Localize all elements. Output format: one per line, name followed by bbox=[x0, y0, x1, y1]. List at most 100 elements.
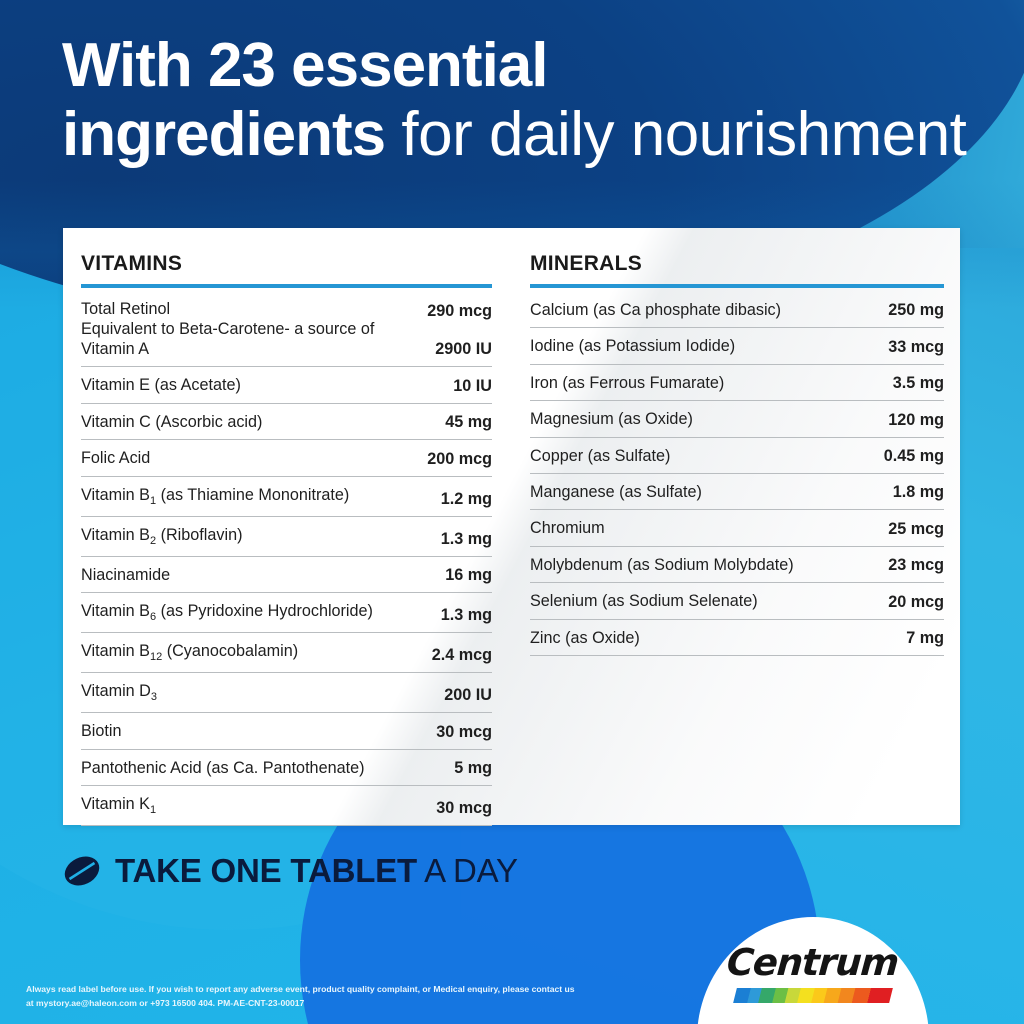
nutrient-name-main: Vitamin D bbox=[81, 682, 151, 701]
table-row: Vitamin D3 200 IU bbox=[81, 672, 492, 714]
nutrient-value: 20 mcg bbox=[866, 582, 944, 620]
minerals-column: MINERALS Calcium (as Ca phosphate dibasi… bbox=[506, 228, 960, 825]
vitamins-heading-rule bbox=[81, 284, 492, 288]
page-title: With 23 essential ingredients for daily … bbox=[62, 31, 992, 166]
table-row: Vitamin B2 (Riboflavin) 1.3 mg bbox=[81, 516, 492, 557]
nutrient-name: Magnesium (as Oxide) bbox=[530, 400, 867, 438]
nutrient-name: Folic Acid bbox=[81, 439, 418, 477]
nutrient-value: 290 mcg 2900 IU bbox=[417, 292, 492, 368]
nutrient-name: Iron (as Ferrous Fumarate) bbox=[530, 364, 867, 402]
nutrient-value: 23 mcg bbox=[866, 546, 944, 584]
nutrient-name: Biotin bbox=[81, 712, 418, 750]
ingredients-card: VITAMINS Total Retinol Equivalent to Beta… bbox=[63, 228, 960, 827]
brand-rainbow-bar bbox=[733, 988, 893, 1003]
legal-fineprint: Always read label before use. If you wis… bbox=[26, 983, 575, 1010]
nutrient-name-subscript: 3 bbox=[150, 691, 157, 704]
nutrient-value: 3.5 mg bbox=[866, 364, 944, 402]
minerals-heading-rule bbox=[530, 284, 944, 288]
minerals-table: Calcium (as Ca phosphate dibasic) 250 mg I… bbox=[530, 292, 944, 657]
nutrient-name: Zinc (as Oxide) bbox=[530, 619, 867, 657]
headline-line-2: ingredients for daily nourishment bbox=[62, 103, 992, 166]
nutrient-name: Molybdenum (as Sodium Molybdate) bbox=[530, 546, 867, 584]
nutrient-value: 45 mg bbox=[417, 403, 492, 441]
nutrient-value: 25 mcg bbox=[866, 509, 944, 547]
table-row: Molybdenum (as Sodium Molybdate) 23 mcg bbox=[530, 546, 944, 584]
nutrient-name-subscript: 2 bbox=[149, 534, 157, 547]
vitamins-column: VITAMINS Total Retinol Equivalent to Beta… bbox=[63, 228, 506, 827]
table-row: Vitamin C (Ascorbic acid) 45 mg bbox=[81, 403, 492, 441]
nutrient-name: Vitamin E (as Acetate) bbox=[81, 366, 418, 404]
nutrient-value-1: 290 mcg bbox=[427, 302, 492, 321]
table-row: Folic Acid 200 mcg bbox=[81, 439, 492, 477]
table-row: Vitamin E (as Acetate) 10 IU bbox=[81, 366, 492, 404]
headline-line-2-bold: ingredients bbox=[62, 99, 386, 169]
table-row: Magnesium (as Oxide) 120 mg bbox=[530, 400, 944, 438]
table-row: Vitamin K1 30 mcg bbox=[81, 785, 492, 827]
nutrient-name: Vitamin C (Ascorbic acid) bbox=[81, 403, 418, 441]
nutrient-name-rest: (Cyanocobalamin) bbox=[162, 642, 299, 661]
minerals-heading: MINERALS bbox=[530, 252, 643, 275]
nutrient-name-subscript: 12 bbox=[149, 651, 163, 664]
fineprint-line-2: at mystory.ae@haleon.com or +973 16500 4… bbox=[26, 997, 305, 1008]
table-row: Calcium (as Ca phosphate dibasic) 250 mg bbox=[530, 292, 944, 329]
nutrient-value: 1.8 mg bbox=[866, 473, 944, 511]
nutrient-name-rest: (as Thiamine Mononitrate) bbox=[156, 485, 350, 504]
table-row: Iodine (as Potassium Iodide) 33 mcg bbox=[530, 327, 944, 365]
nutrient-value-2: 2900 IU bbox=[435, 340, 492, 359]
nutrient-name-subscript: 1 bbox=[149, 804, 157, 817]
nutrient-value: 1.3 mg bbox=[417, 516, 492, 557]
table-row: Vitamin B12 (Cyanocobalamin) 2.4 mcg bbox=[81, 632, 492, 674]
nutrient-name: Vitamin B12 (Cyanocobalamin) bbox=[81, 632, 418, 674]
nutrient-name: Total Retinol Equivalent to Beta-Carotene… bbox=[81, 292, 418, 368]
nutrient-value: 10 IU bbox=[417, 366, 492, 404]
nutrient-value: 5 mg bbox=[417, 749, 492, 787]
dosage-text: TAKE ONE TABLET A DAY bbox=[115, 852, 518, 890]
nutrient-name-main: Vitamin B bbox=[81, 642, 150, 661]
dosage-bold: TAKE ONE TABLET bbox=[115, 852, 417, 889]
nutrient-value: 30 mcg bbox=[417, 785, 492, 827]
nutrient-name: Pantothenic Acid (as Ca. Pantothenate) bbox=[81, 749, 418, 787]
dosage-normal: A DAY bbox=[416, 852, 518, 889]
table-row: Niacinamide 16 mg bbox=[81, 556, 492, 594]
nutrient-name-main: Vitamin K bbox=[81, 795, 150, 814]
table-row: Zinc (as Oxide) 7 mg bbox=[530, 619, 944, 657]
nutrient-name-subscript: 6 bbox=[149, 611, 157, 624]
nutrient-value: 16 mg bbox=[417, 556, 492, 594]
table-row: Manganese (as Sulfate) 1.8 mg bbox=[530, 473, 944, 511]
table-row: Chromium 25 mcg bbox=[530, 509, 944, 547]
nutrient-value: 200 IU bbox=[417, 672, 492, 714]
table-row: Copper (as Sulfate) 0.45 mg bbox=[530, 437, 944, 475]
nutrient-name: Vitamin K1 bbox=[81, 785, 418, 827]
table-row: Iron (as Ferrous Fumarate) 3.5 mg bbox=[530, 364, 944, 402]
nutrient-value-spacer bbox=[418, 321, 492, 340]
table-row: Pantothenic Acid (as Ca. Pantothenate) 5 … bbox=[81, 749, 492, 787]
nutrient-value: 2.4 mcg bbox=[417, 632, 492, 674]
headline-line-2-light: for daily nourishment bbox=[401, 99, 967, 169]
table-row: Vitamin B6 (as Pyridoxine Hydrochloride)… bbox=[81, 592, 492, 634]
tablet-icon bbox=[64, 856, 100, 886]
nutrient-name: Copper (as Sulfate) bbox=[530, 437, 867, 475]
nutrient-name-main: Vitamin B bbox=[81, 525, 150, 544]
nutrient-name: Chromium bbox=[530, 509, 867, 547]
nutrient-name-line3: Vitamin A bbox=[81, 339, 150, 358]
vitamins-table: Total Retinol Equivalent to Beta-Carotene… bbox=[81, 292, 492, 827]
nutrient-name-main: Vitamin B bbox=[81, 602, 150, 621]
nutrient-value: 1.2 mg bbox=[417, 476, 492, 517]
fineprint-line-1: Always read label before use. If you wis… bbox=[26, 984, 575, 995]
nutrient-name-subscript: 1 bbox=[149, 494, 157, 507]
nutrient-name: Selenium (as Sodium Selenate) bbox=[530, 582, 867, 620]
nutrient-name-line2: Equivalent to Beta-Carotene- a source of bbox=[81, 319, 375, 338]
table-row: Biotin 30 mcg bbox=[81, 712, 492, 750]
brand-name: Centrum bbox=[725, 941, 901, 984]
nutrient-value: 0.45 mg bbox=[866, 437, 944, 475]
headline-line-1: With 23 essential bbox=[62, 31, 549, 100]
nutrient-name: Calcium (as Ca phosphate dibasic) bbox=[530, 292, 867, 329]
nutrient-value: 200 mcg bbox=[417, 439, 492, 477]
table-row: Total Retinol Equivalent to Beta-Carotene… bbox=[81, 292, 492, 368]
nutrient-name-main: Vitamin B bbox=[81, 485, 150, 504]
nutrient-name: Vitamin D3 bbox=[81, 672, 418, 714]
nutrient-name-rest: (as Pyridoxine Hydrochloride) bbox=[156, 602, 373, 621]
nutrient-value: 30 mcg bbox=[417, 712, 492, 750]
dosage-callout: TAKE ONE TABLET A DAY bbox=[63, 852, 518, 890]
